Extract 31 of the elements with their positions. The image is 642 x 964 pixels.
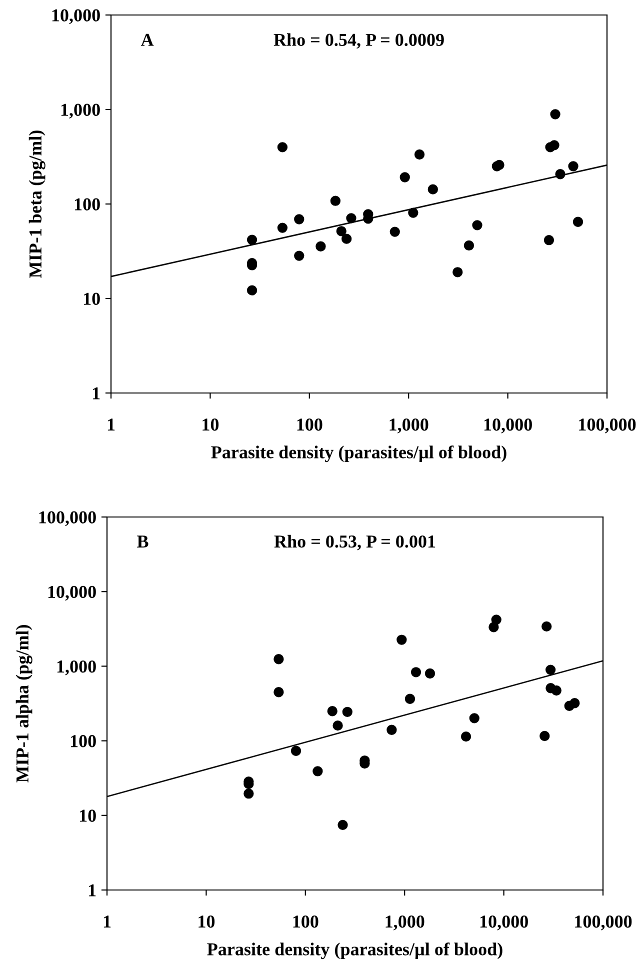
y-tick-label: 1,000: [57, 660, 96, 676]
x-tick-label: 10: [202, 418, 219, 431]
x-axis-title: Parasite density (parasites/µl of blood): [211, 445, 506, 462]
annotation: Rho = 0.54, P = 0.0009: [274, 33, 444, 49]
x-tick-label: 10,000: [480, 916, 528, 930]
y-tick-label: 10,000: [48, 586, 96, 601]
y-tick-label: 100,000: [39, 511, 96, 526]
y-axis-title: MIP-1 alpha (pg/ml): [16, 625, 32, 782]
x-axis-title: Parasite density (parasites/µl of blood): [207, 942, 502, 960]
x-tick-label: 1: [104, 916, 111, 928]
y-tick-label: 100: [74, 198, 100, 210]
x-tick-label: 100,000: [579, 418, 636, 434]
y-axis-title: MIP-1 beta (pg/ml): [28, 130, 46, 278]
x-tick-label: 1,000: [390, 418, 428, 434]
y-tick-label: 10,000: [52, 9, 100, 24]
x-tick-label: 100: [293, 916, 318, 928]
y-tick-label: 1,000: [61, 104, 100, 119]
x-tick-label: 100,000: [575, 916, 632, 930]
y-tick-label: 1: [93, 387, 100, 400]
y-tick-label: 10: [80, 810, 96, 822]
y-tick-label: 1: [89, 884, 96, 896]
y-tick-label: 100: [70, 735, 96, 748]
annotation: Rho = 0.53, P = 0.001: [274, 534, 436, 550]
annotation: A: [140, 34, 154, 46]
x-tick-label: 1,000: [386, 916, 424, 930]
x-tick-label: 1: [108, 418, 115, 431]
y-tick-label: 10: [84, 292, 100, 305]
annotation: B: [137, 536, 148, 548]
x-tick-label: 100: [297, 418, 322, 431]
x-tick-label: 10,000: [484, 418, 532, 434]
x-tick-label: 10: [198, 916, 215, 928]
